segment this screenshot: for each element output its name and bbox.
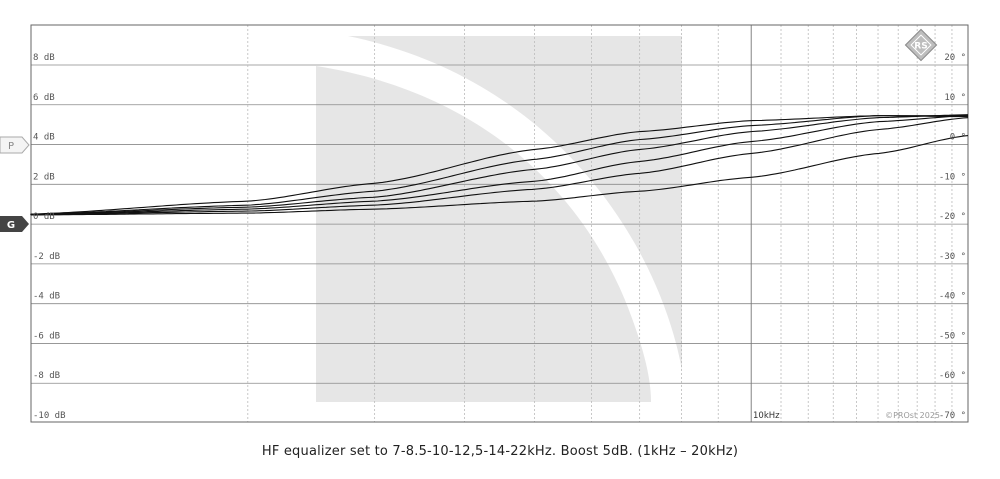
y-tick-label-right: 10 ° bbox=[944, 93, 966, 103]
y-tick-label-right: -40 ° bbox=[939, 292, 966, 302]
y-tick-label-left: 0 dB bbox=[33, 212, 55, 222]
eq-curve-12-5khz bbox=[30, 115, 969, 216]
y-tick-label-left: 2 dB bbox=[33, 172, 55, 182]
curves bbox=[30, 114, 969, 216]
y-tick-label-left: 4 dB bbox=[33, 133, 55, 143]
p-marker: P bbox=[0, 136, 30, 154]
y-axis-right: 20 ° 10 ° 0 ° -10 ° -20 ° -30 ° -40 ° -50 ° -60 … bbox=[939, 53, 966, 421]
y-tick-label-left: -8 dB bbox=[33, 371, 60, 381]
logo: RS bbox=[904, 28, 938, 62]
y-tick-label-left: 8 dB bbox=[33, 53, 55, 63]
x-tick-label: 10kHz bbox=[753, 411, 780, 421]
copyright: ©PROst 2025 bbox=[885, 411, 940, 420]
y-tick-label-left: -6 dB bbox=[33, 331, 60, 341]
y-tick-label-right: 20 ° bbox=[944, 53, 966, 63]
eq-curve-7khz bbox=[30, 115, 969, 216]
watermark bbox=[316, 36, 682, 402]
eq-chart: 8 dB 6 dB 4 dB 2 dB 0 dB -2 dB -4 dB -6 dB -8 dB… bbox=[0, 24, 969, 423]
p-marker-label: P bbox=[8, 141, 14, 152]
y-tick-label-left: -2 dB bbox=[33, 252, 60, 262]
y-tick-label-right: -30 ° bbox=[939, 252, 966, 262]
y-tick-label-right: -20 ° bbox=[939, 212, 966, 222]
eq-curve-8-5khz bbox=[30, 115, 968, 216]
eq-curve-22khz bbox=[30, 135, 969, 216]
watermark-shape bbox=[316, 66, 651, 402]
eq-curve-14khz bbox=[30, 117, 969, 216]
g-marker-label: G bbox=[7, 220, 15, 231]
plot-frame bbox=[30, 24, 969, 423]
y-tick-label-left: 6 dB bbox=[33, 93, 55, 103]
y-tick-label-right: 0 ° bbox=[950, 133, 966, 143]
chart-caption: HF equalizer set to 7-8.5-10-12,5-14-22k… bbox=[261, 444, 739, 459]
eq-curve-10khz bbox=[30, 114, 969, 216]
y-axis-left: 8 dB 6 dB 4 dB 2 dB 0 dB -2 dB -4 dB -6 dB -8 dB… bbox=[33, 53, 66, 421]
y-tick-label-left: -4 dB bbox=[33, 292, 60, 302]
y-tick-label-right: -70 ° bbox=[939, 411, 966, 421]
y-tick-label-left: -10 dB bbox=[33, 411, 66, 421]
watermark-shape bbox=[348, 36, 682, 370]
y-tick-label-right: -50 ° bbox=[939, 331, 966, 341]
y-tick-label-right: -10 ° bbox=[939, 172, 966, 182]
g-marker: G bbox=[0, 216, 29, 232]
y-tick-label-right: -60 ° bbox=[939, 371, 966, 381]
logo-text: RS bbox=[914, 42, 927, 52]
